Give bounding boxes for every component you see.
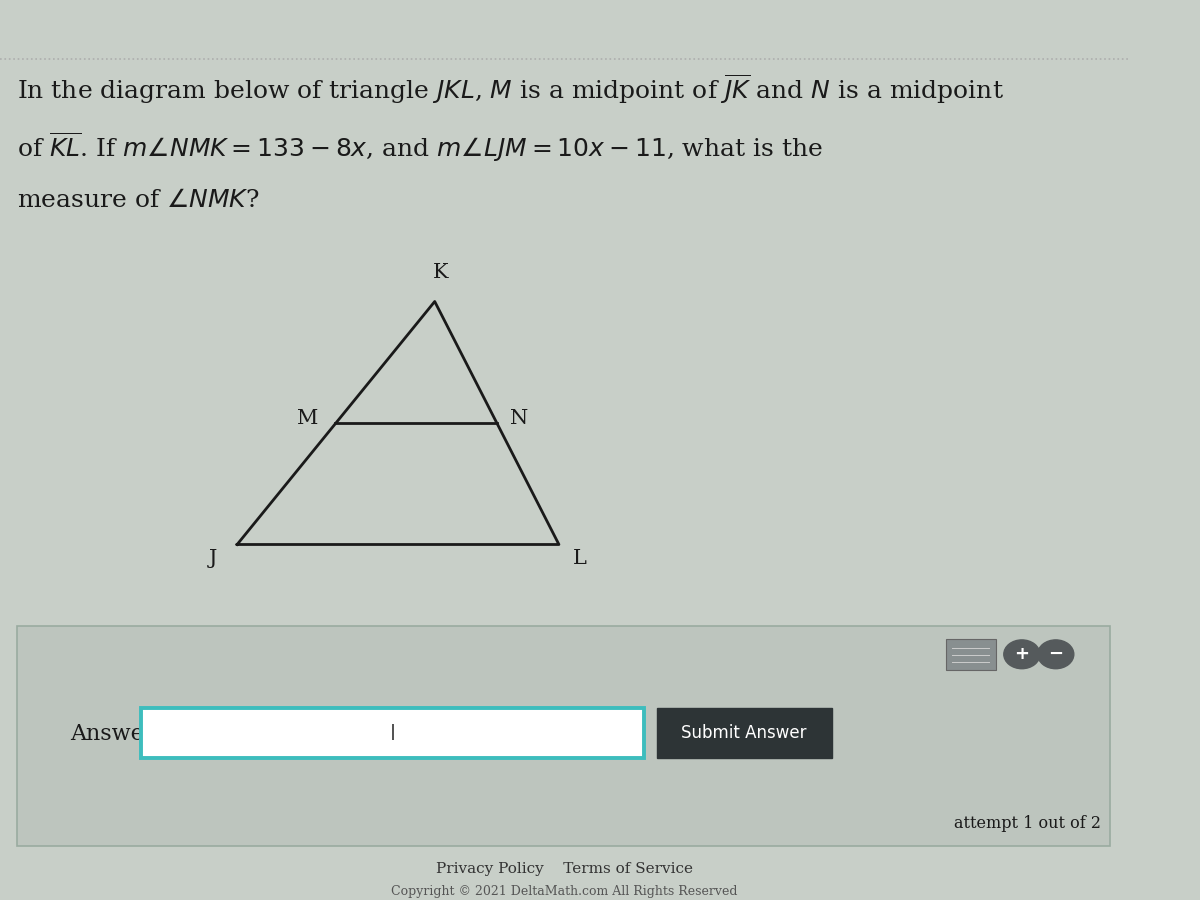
Text: Submit Answer: Submit Answer bbox=[682, 724, 806, 742]
Circle shape bbox=[1004, 640, 1040, 669]
Circle shape bbox=[1038, 640, 1074, 669]
Text: K: K bbox=[433, 263, 448, 282]
Text: −: − bbox=[1048, 645, 1063, 663]
Text: J: J bbox=[209, 549, 217, 568]
Text: M: M bbox=[298, 409, 318, 428]
Text: +: + bbox=[1014, 645, 1030, 663]
Text: of $\overline{KL}$. If $m\angle NMK = 133 - 8x$, and $m\angle LJM = 10x - 11$, w: of $\overline{KL}$. If $m\angle NMK = 13… bbox=[17, 130, 823, 164]
Text: I: I bbox=[390, 724, 396, 743]
Text: N: N bbox=[510, 409, 529, 428]
Text: Copyright © 2021 DeltaMath.com All Rights Reserved: Copyright © 2021 DeltaMath.com All Right… bbox=[391, 885, 738, 897]
FancyBboxPatch shape bbox=[142, 708, 643, 758]
Text: measure of $\angle NMK$?: measure of $\angle NMK$? bbox=[17, 189, 259, 212]
Text: attempt 1 out of 2: attempt 1 out of 2 bbox=[954, 815, 1100, 832]
FancyBboxPatch shape bbox=[658, 708, 832, 758]
Text: Answer:: Answer: bbox=[70, 723, 162, 744]
Text: Privacy Policy    Terms of Service: Privacy Policy Terms of Service bbox=[436, 861, 694, 876]
Text: L: L bbox=[572, 549, 587, 568]
Text: In the diagram below of triangle $JKL$, $M$ is a midpoint of $\overline{JK}$ and: In the diagram below of triangle $JKL$, … bbox=[17, 72, 1004, 106]
FancyBboxPatch shape bbox=[947, 639, 996, 670]
FancyBboxPatch shape bbox=[17, 626, 1110, 846]
